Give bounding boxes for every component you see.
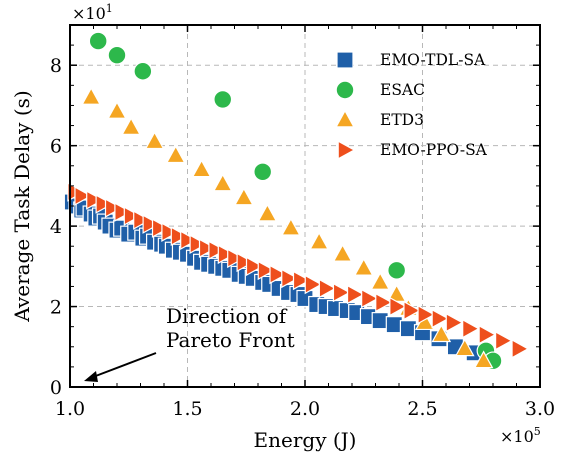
data-point (445, 312, 464, 333)
data-point (353, 257, 374, 276)
data-point (332, 243, 353, 262)
series-layer (63, 31, 530, 371)
x-axis-label: Energy (J) (254, 428, 357, 452)
legend-label: ESAC (380, 81, 425, 99)
legend-marker (336, 51, 354, 69)
data-point (133, 61, 153, 81)
data-point (133, 210, 151, 230)
data-point (370, 271, 391, 290)
x-tick-label: 3.0 (525, 398, 555, 420)
data-point (387, 260, 407, 280)
pareto-arrow-head (84, 371, 98, 382)
legend-label: EMO-TDL-SA (380, 51, 486, 69)
legend-marker (337, 140, 356, 160)
data-point (309, 231, 329, 250)
x-tick-label: 1.5 (172, 398, 202, 420)
pareto-annotation: Direction of Pareto Front (84, 304, 295, 382)
data-point (74, 186, 93, 206)
ticks: 1.0 1.5 2.0 2.5 3.0 0 2 4 6 8 (50, 24, 555, 420)
y-tick-label: 4 (50, 216, 62, 238)
plot-frame (69, 24, 541, 388)
x-multiplier: ×105 (500, 425, 541, 446)
data-point (495, 330, 513, 351)
series-emo-ppo-sa (67, 182, 530, 359)
data-point (431, 324, 452, 343)
data-point (142, 214, 161, 234)
data-point (478, 324, 497, 345)
data-point (189, 234, 208, 255)
data-point (144, 131, 165, 150)
legend-marker (335, 80, 355, 100)
data-point (121, 117, 141, 135)
data-point (88, 31, 108, 51)
data-point (431, 308, 450, 329)
data-point (511, 338, 530, 359)
data-point (473, 350, 494, 369)
pareto-arrow-shaft (92, 352, 157, 378)
data-point (403, 300, 422, 321)
data-point (227, 248, 245, 269)
data-point (198, 238, 217, 259)
y-tick-label: 8 (50, 55, 62, 77)
data-point (81, 86, 101, 105)
data-point (213, 90, 233, 109)
legend: EMO-TDL-SA ESAC ETD3 EMO-PPO-SA (335, 51, 488, 160)
x-tick-label: 2.5 (407, 398, 437, 420)
data-point (417, 304, 436, 325)
data-point (332, 282, 351, 303)
data-point (107, 45, 127, 65)
data-point (281, 268, 299, 289)
x-tick-label: 1.0 (55, 398, 85, 420)
y-axis-label: Average Task Delay (s) (10, 90, 34, 322)
data-point (191, 159, 212, 178)
data-point (269, 264, 288, 285)
data-point (257, 260, 276, 281)
data-point (114, 202, 133, 222)
y-tick-label: 6 (50, 136, 62, 158)
data-point (165, 145, 186, 164)
data-point (208, 240, 227, 261)
legend-label: ETD3 (380, 111, 424, 129)
data-point (217, 244, 236, 265)
data-point (361, 288, 379, 309)
data-point (95, 194, 114, 214)
data-point (151, 218, 170, 238)
data-point (180, 230, 198, 251)
data-point (170, 226, 189, 246)
data-point (454, 338, 475, 357)
y-tick-label: 0 (50, 377, 62, 399)
data-point (212, 173, 233, 192)
y-tick-label: 2 (50, 297, 62, 319)
data-point (304, 274, 323, 295)
legend-marker (335, 109, 355, 128)
data-point (86, 190, 104, 210)
data-point (161, 222, 180, 242)
data-point (104, 198, 123, 218)
legend-label: EMO-PPO-SA (380, 141, 488, 159)
data-point (375, 292, 393, 313)
data-point (281, 217, 301, 236)
data-point (234, 187, 254, 206)
data-point (346, 284, 365, 305)
data-point (292, 270, 311, 291)
data-point (257, 203, 278, 222)
annotation-line-2: Pareto Front (166, 328, 295, 352)
y-multiplier: ×101 (72, 2, 113, 23)
data-point (462, 318, 480, 339)
series-etd3 (81, 86, 494, 369)
data-point (107, 101, 127, 119)
data-point (318, 278, 337, 299)
annotation-line-1: Direction of (166, 304, 288, 328)
data-point (389, 296, 408, 317)
x-tick-label: 2.0 (290, 398, 320, 420)
data-point (253, 162, 273, 182)
data-point (236, 252, 255, 273)
data-point (123, 206, 142, 226)
data-point (245, 256, 264, 277)
